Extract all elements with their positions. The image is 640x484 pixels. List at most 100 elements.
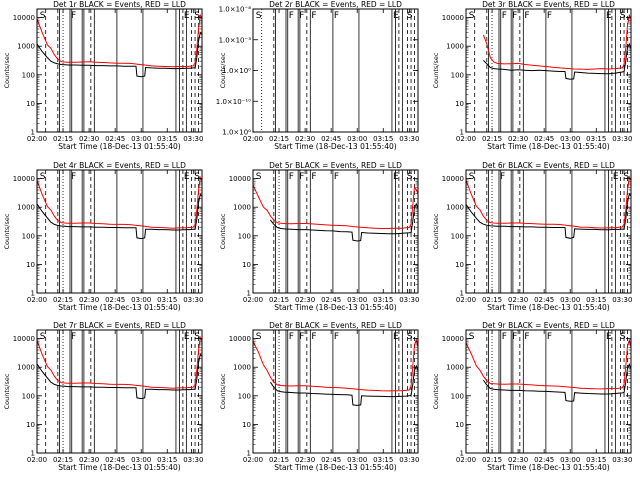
- segment-annotation: F: [334, 11, 339, 21]
- y-axis-label: Counts/sec: [3, 52, 11, 88]
- segment-annotation: S: [256, 332, 262, 342]
- x-tick-label: 02:00: [456, 296, 476, 304]
- x-tick-label: 02:00: [456, 456, 476, 464]
- segment-annotation: S: [194, 11, 200, 21]
- y-tick-label: 100: [22, 71, 35, 79]
- y-tick-label: 1.0×10⁰: [222, 67, 251, 75]
- segment-annotation: F: [311, 172, 316, 182]
- x-tick-label: 02:00: [243, 135, 263, 143]
- segment-annotation: S: [620, 332, 626, 342]
- segment-annotation: E: [184, 332, 190, 342]
- chart-title: Det 6r BLACK = Events, RED = LLD: [482, 161, 615, 170]
- segment-annotation: F: [500, 172, 505, 182]
- y-tick-label: 100: [22, 232, 35, 240]
- x-tick-label: 02:00: [456, 135, 476, 143]
- chart-title: Det 8r BLACK = Events, RED = LLD: [269, 321, 402, 330]
- y-tick-label: 10: [455, 261, 464, 269]
- y-tick-label: 10000: [229, 335, 251, 343]
- y-tick-label: 1.0×10⁻⁸: [219, 6, 252, 14]
- x-tick-label: 02:15: [482, 456, 502, 464]
- x-tick-label: 03:30: [183, 135, 203, 143]
- x-tick-label: 02:45: [534, 456, 554, 464]
- x-tick-label: 03:00: [131, 135, 151, 143]
- y-axis-label: Counts/sec: [219, 213, 227, 249]
- segment-annotation: S: [407, 11, 413, 21]
- x-tick-label: 02:45: [105, 135, 125, 143]
- plot-frame: [36, 329, 203, 454]
- segment-annotation: F: [299, 332, 304, 342]
- x-axis-label: Start Time (18-Dec-13 01:55:40): [58, 463, 180, 472]
- x-tick-label: 03:30: [183, 296, 203, 304]
- y-tick-label: 100: [238, 232, 251, 240]
- y-tick-label: 10: [26, 421, 35, 429]
- chart-title: Det 3r BLACK = Events, RED = LLD: [482, 0, 615, 9]
- x-tick-label: 02:00: [27, 456, 47, 464]
- x-axis-label: Start Time (18-Dec-13 01:55:40): [487, 303, 609, 312]
- x-tick-label: 03:15: [586, 296, 606, 304]
- x-tick-label: 02:30: [295, 135, 315, 143]
- segment-annotation: S: [620, 11, 626, 21]
- y-tick-label: 1: [247, 290, 251, 298]
- x-tick-label: 02:45: [105, 456, 125, 464]
- y-axis-label: Counts/sec: [219, 373, 227, 409]
- y-axis-label: Counts/sec: [3, 213, 11, 249]
- x-tick-label: 03:30: [612, 456, 632, 464]
- x-tick-label: 03:30: [612, 135, 632, 143]
- segment-annotation: F: [334, 172, 339, 182]
- x-tick-label: 02:15: [269, 135, 289, 143]
- x-tick-label: 02:15: [53, 456, 73, 464]
- x-tick-label: 03:30: [399, 135, 419, 143]
- segment-annotation: S: [407, 332, 413, 342]
- series-lld-line: [465, 173, 632, 229]
- y-axis-label: Counts/sec: [432, 373, 440, 409]
- y-axis-label: Counts/sec: [219, 52, 227, 88]
- y-tick-label: 10000: [442, 14, 464, 22]
- segment-annotation: F: [289, 11, 294, 21]
- segment-annotation: E: [184, 172, 190, 182]
- x-tick-label: 03:30: [183, 456, 203, 464]
- y-tick-label: 10: [455, 100, 464, 108]
- chart-title: Det 9r BLACK = Events, RED = LLD: [482, 321, 615, 330]
- x-tick-label: 02:15: [482, 135, 502, 143]
- series-events-line: [270, 202, 419, 242]
- x-tick-label: 03:00: [347, 296, 367, 304]
- plot-frame: [465, 8, 632, 133]
- y-tick-label: 10: [242, 261, 251, 269]
- segment-annotation: F: [524, 11, 529, 21]
- y-tick-label: 1000: [17, 43, 35, 51]
- segment-annotation: F: [502, 11, 507, 21]
- y-tick-label: 10000: [442, 175, 464, 183]
- segment-annotation: F: [547, 332, 552, 342]
- x-tick-label: 02:30: [508, 135, 528, 143]
- y-tick-label: 10: [26, 261, 35, 269]
- x-axis-label: Start Time (18-Dec-13 01:55:40): [487, 142, 609, 151]
- y-tick-label: 10000: [229, 175, 251, 183]
- segment-annotation: E: [393, 332, 399, 342]
- x-tick-label: 03:00: [347, 135, 367, 143]
- y-tick-label: 100: [451, 392, 464, 400]
- series-events-line: [36, 31, 203, 78]
- segment-annotation: F: [512, 332, 517, 342]
- x-tick-label: 03:15: [586, 135, 606, 143]
- segment-annotation: F: [71, 11, 76, 21]
- y-tick-label: 1.0×10⁻³: [219, 36, 252, 44]
- x-tick-label: 02:15: [269, 296, 289, 304]
- series-events-line: [482, 363, 632, 402]
- x-axis-label: Start Time (18-Dec-13 01:55:40): [274, 303, 396, 312]
- plot-frame: [36, 8, 203, 133]
- x-tick-label: 02:45: [321, 456, 341, 464]
- y-tick-label: 10: [242, 421, 251, 429]
- x-tick-label: 02:30: [79, 296, 99, 304]
- y-tick-label: 1000: [17, 204, 35, 212]
- segment-annotation: F: [334, 332, 339, 342]
- plot-frame: [252, 169, 419, 294]
- x-tick-label: 02:45: [534, 135, 554, 143]
- x-tick-label: 03:00: [347, 456, 367, 464]
- x-tick-label: 03:15: [373, 296, 393, 304]
- y-axis-label: Counts/sec: [3, 373, 11, 409]
